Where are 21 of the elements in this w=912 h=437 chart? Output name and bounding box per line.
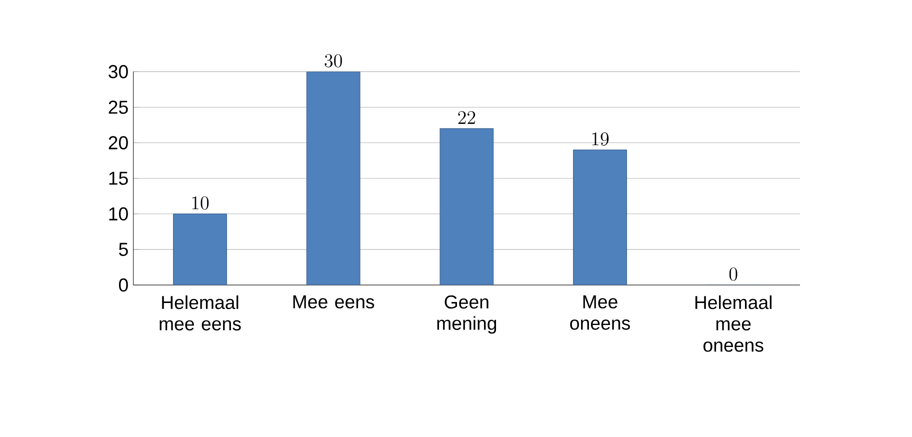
x-tick-label: Helemaal mee oneens xyxy=(695,295,772,352)
y-tick-label: 30 xyxy=(108,65,128,78)
y-tick-label: 0 xyxy=(118,278,128,292)
bar xyxy=(173,214,227,285)
data-label: 22 xyxy=(458,111,476,124)
y-tick-label: 20 xyxy=(108,136,128,150)
bar xyxy=(306,72,360,285)
data-label: 30 xyxy=(324,54,342,68)
data-label: 19 xyxy=(592,132,609,146)
bar xyxy=(440,128,494,285)
data-label: 0 xyxy=(729,268,738,281)
y-tick-label: 15 xyxy=(109,172,128,185)
bar xyxy=(573,150,627,285)
x-tick-label: Mee oneens xyxy=(570,295,630,330)
y-tick-label: 10 xyxy=(109,207,128,221)
x-tick-label: Helemaal mee eens xyxy=(160,295,241,330)
x-tick-label: Mee eens xyxy=(293,295,374,308)
data-label: 10 xyxy=(192,196,209,210)
y-tick-label: 25 xyxy=(108,100,128,114)
x-tick-label: Geen mening xyxy=(437,295,496,334)
y-tick-label: 5 xyxy=(119,242,128,256)
